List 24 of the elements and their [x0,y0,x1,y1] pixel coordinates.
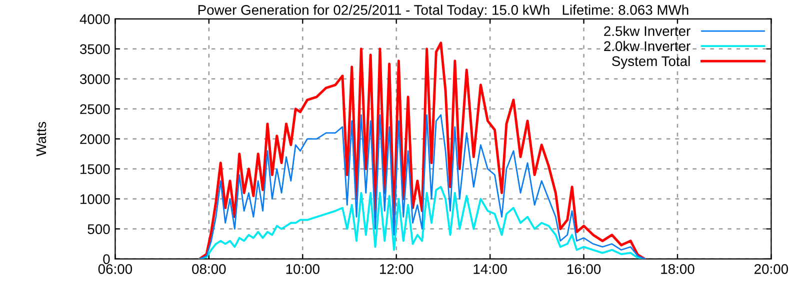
legend-label: 2.5kw Inverter [604,26,690,36]
legend-label: System Total [612,56,690,69]
x-tick-label: 10:00 [286,264,320,274]
x-tick-label: 20:00 [754,264,788,274]
y-tick-label: 1000 [80,194,110,204]
y-tick-label: 4000 [80,14,110,24]
y-tick-label: 3500 [80,44,110,54]
x-tick-label: 16:00 [567,264,601,274]
x-tick-label: 14:00 [474,264,507,274]
x-tick-label: 06:00 [98,264,132,274]
y-axis-title: Watts [36,122,46,156]
y-tick-label: 3000 [80,74,110,84]
chart-title: Power Generation for 02/25/2011 - Total Today: 15.0 kWh Lifetime: 8.063 MWh [198,4,688,18]
line-series [198,114,646,259]
x-tick-label: 12:00 [380,264,414,274]
legend-label: 2.0kw Inverter [604,40,690,52]
x-tick-label: 08:00 [192,264,226,274]
y-tick-label: 1500 [80,164,110,174]
y-tick-label: 2000 [80,134,110,144]
y-tick-label: 0 [103,254,110,264]
line-series [198,186,646,259]
y-tick-label: 500 [88,224,110,234]
y-tick-label: 2500 [80,104,110,114]
x-tick-label: 18:00 [661,264,694,274]
